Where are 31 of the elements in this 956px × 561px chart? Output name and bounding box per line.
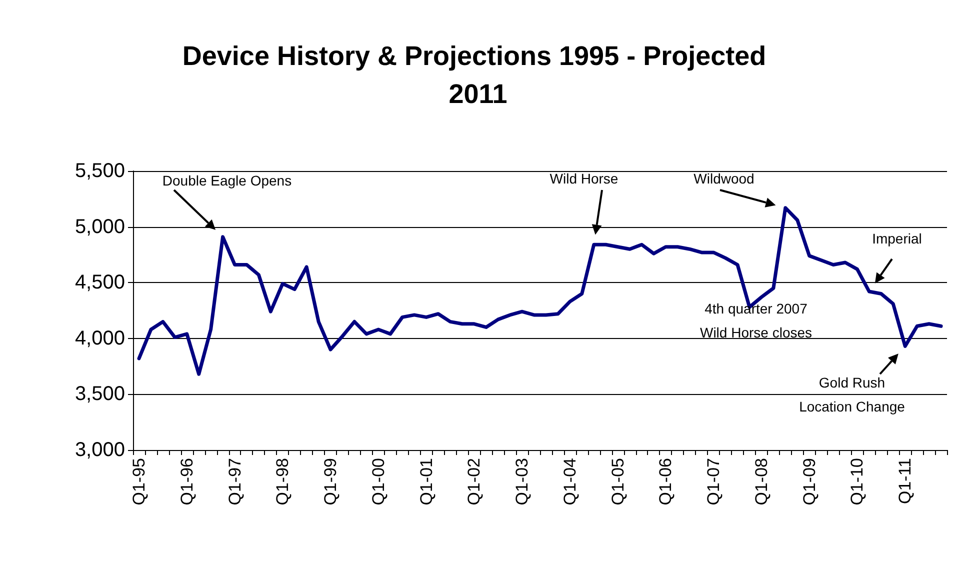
x-tick-label: Q1-09 bbox=[800, 458, 819, 506]
annotation: Wild Horse bbox=[550, 170, 618, 187]
annotation: 4th quarter 2007 Wild Horse closes bbox=[700, 300, 812, 341]
line-series bbox=[137, 206, 943, 376]
y-tick-label: 4,000 bbox=[74, 327, 125, 350]
x-tick-label: Q1-98 bbox=[273, 458, 292, 506]
annotation: Gold Rush Location Change bbox=[799, 374, 906, 415]
x-tick-label: Q1-02 bbox=[464, 458, 484, 506]
x-tick-label: Q1-01 bbox=[416, 458, 436, 506]
x-tick-label: Q1-03 bbox=[512, 458, 532, 506]
y-tick-label: 5,500 bbox=[74, 160, 125, 182]
x-tick-label: Q1-04 bbox=[560, 458, 580, 506]
x-tick-label: Q1-11 bbox=[896, 458, 915, 504]
x-tick-label: Q1-10 bbox=[848, 458, 867, 506]
annotation: Double Eagle Opens bbox=[162, 172, 292, 189]
chart-title: Device History & Projections 1995 - Projected 2011 bbox=[182, 41, 774, 109]
y-tick-label: 4,500 bbox=[74, 272, 125, 294]
x-tick-label: Q1-07 bbox=[704, 458, 724, 506]
x-tick-label: Q1-96 bbox=[177, 458, 196, 506]
x-tick-label: Q1-00 bbox=[368, 458, 388, 506]
y-tick-label: 5,000 bbox=[74, 216, 125, 238]
x-tick-label: Q1-08 bbox=[752, 458, 771, 506]
y-tick-label: 3,000 bbox=[74, 439, 125, 461]
x-tick-label: Q1-06 bbox=[656, 458, 676, 506]
x-tick-label: Q1-99 bbox=[321, 458, 340, 506]
annotation: Imperial bbox=[872, 230, 922, 247]
x-tick-label: Q1-95 bbox=[129, 458, 148, 506]
x-tick-label: Q1-05 bbox=[608, 458, 628, 506]
annotation: Wildwood bbox=[694, 170, 754, 187]
y-tick-label: 3,500 bbox=[74, 383, 125, 406]
x-tick-label: Q1-97 bbox=[225, 458, 244, 506]
